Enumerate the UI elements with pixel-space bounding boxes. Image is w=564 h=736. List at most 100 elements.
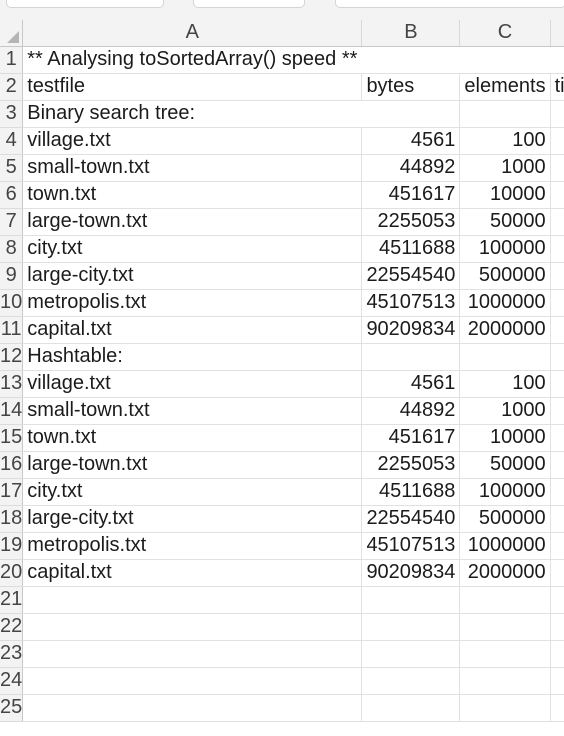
row-header[interactable]: 21 [0,586,24,614]
time-cell[interactable]: 0 [550,370,564,398]
testfile-cell[interactable]: town.txt [22,424,363,452]
time-cell[interactable]: 228 [550,208,564,236]
cell[interactable] [22,586,363,614]
testfile-cell[interactable]: city.txt [22,235,363,263]
elements-cell[interactable]: 10000 [459,181,551,209]
testfile-cell[interactable]: small-town.txt [22,154,363,182]
header-cell-bytes[interactable]: bytes [361,73,461,101]
time-cell[interactable]: 2932 [550,505,564,533]
bytes-cell[interactable]: 451617 [361,181,461,209]
testfile-cell[interactable]: village.txt [22,127,363,155]
formula-bar[interactable] [335,0,564,8]
row-header[interactable]: 7 [0,208,24,236]
cell[interactable] [550,667,564,695]
bytes-cell[interactable]: 4511688 [361,478,461,506]
bytes-cell[interactable]: 90209834 [361,316,461,344]
column-header-c[interactable]: C [459,20,551,47]
row-header[interactable]: 18 [0,505,24,533]
cell[interactable] [361,343,461,371]
cell[interactable] [22,613,363,641]
testfile-cell[interactable]: small-town.txt [22,397,363,425]
select-all-corner[interactable] [0,20,24,47]
time-cell[interactable]: 0 [550,397,564,425]
elements-cell[interactable]: 2000000 [459,316,551,344]
bytes-cell[interactable]: 44892 [361,397,461,425]
elements-cell[interactable]: 100000 [459,478,551,506]
time-cell[interactable]: 6068 [550,289,564,317]
row-header[interactable]: 14 [0,397,24,425]
cell[interactable] [550,640,564,668]
cell[interactable] [459,46,551,74]
cell[interactable] [459,613,551,641]
row-header[interactable]: 23 [0,640,24,668]
row-header[interactable]: 1 [0,46,24,74]
testfile-cell[interactable]: capital.txt [22,316,363,344]
bytes-cell[interactable]: 4561 [361,127,461,155]
cell[interactable] [361,640,461,668]
elements-cell[interactable]: 50000 [459,451,551,479]
elements-cell[interactable]: 50000 [459,208,551,236]
row-header[interactable]: 16 [0,451,24,479]
row-header[interactable]: 12 [0,343,24,371]
elements-cell[interactable]: 2000000 [459,559,551,587]
cell[interactable] [22,667,363,695]
bytes-cell[interactable]: 2255053 [361,208,461,236]
column-header-d[interactable]: D [550,20,564,47]
row-header[interactable]: 13 [0,370,24,398]
time-cell[interactable]: 448 [550,235,564,263]
bytes-cell[interactable]: 4511688 [361,235,461,263]
row-header[interactable]: 10 [0,289,24,317]
time-cell[interactable]: 13365 [550,316,564,344]
cell[interactable] [459,343,551,371]
testfile-cell[interactable]: large-city.txt [22,262,363,290]
time-cell[interactable]: 5537 [550,532,564,560]
time-cell[interactable]: 14163 [550,559,564,587]
row-header[interactable]: 11 [0,316,24,344]
header-cell-elements[interactable]: elements [459,73,551,101]
row-header[interactable]: 20 [0,559,24,587]
bytes-cell[interactable]: 2255053 [361,451,461,479]
elements-cell[interactable]: 10000 [459,424,551,452]
cell[interactable] [550,46,564,74]
testfile-cell[interactable]: metropolis.txt [22,289,363,317]
cell[interactable] [22,694,363,722]
time-cell[interactable]: 171 [550,451,564,479]
testfile-cell[interactable]: village.txt [22,370,363,398]
cell[interactable] [459,667,551,695]
cell[interactable] [361,586,461,614]
time-cell[interactable]: 62 [550,181,564,209]
header-cell-time[interactable]: time (ms) [550,73,564,101]
row-header[interactable]: 25 [0,694,24,722]
column-header-b[interactable]: B [361,20,461,47]
testfile-cell[interactable]: metropolis.txt [22,532,363,560]
bytes-cell[interactable]: 90209834 [361,559,461,587]
cell[interactable] [361,46,460,74]
row-header[interactable]: 24 [0,667,24,695]
bytes-cell[interactable]: 44892 [361,154,461,182]
cell[interactable] [550,694,564,722]
elements-cell[interactable]: 500000 [459,262,551,290]
cell[interactable] [22,640,363,668]
bytes-cell[interactable]: 451617 [361,424,461,452]
cell[interactable] [550,100,564,128]
bytes-cell[interactable]: 22554540 [361,505,461,533]
cell[interactable] [361,100,461,128]
testfile-cell[interactable]: capital.txt [22,559,363,587]
cell[interactable] [459,640,551,668]
time-cell[interactable]: 7 [550,154,564,182]
row-header[interactable]: 9 [0,262,24,290]
testfile-cell[interactable]: large-town.txt [22,208,363,236]
cell[interactable] [550,586,564,614]
elements-cell[interactable]: 100000 [459,235,551,263]
bytes-cell[interactable]: 22554540 [361,262,461,290]
elements-cell[interactable]: 1000000 [459,532,551,560]
time-cell[interactable]: 426 [550,478,564,506]
row-header[interactable]: 4 [0,127,24,155]
elements-cell[interactable]: 100 [459,127,551,155]
bytes-cell[interactable]: 45107513 [361,532,461,560]
section-label-bst[interactable]: Binary search tree: [22,100,362,128]
elements-cell[interactable]: 1000 [459,154,551,182]
elements-cell[interactable]: 1000 [459,397,551,425]
function-dropdown[interactable] [193,0,305,8]
cell[interactable] [550,343,564,371]
